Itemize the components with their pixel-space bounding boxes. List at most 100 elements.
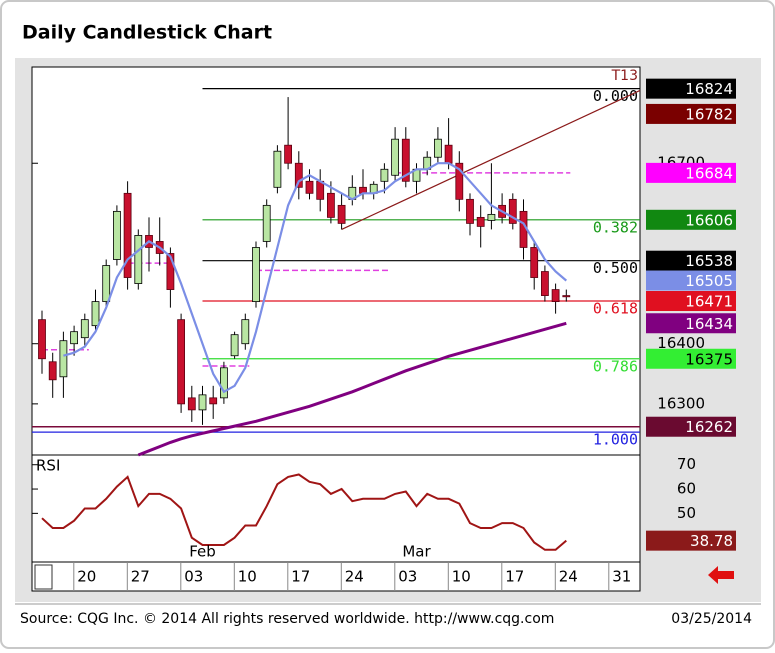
- candle-body: [230, 334, 239, 357]
- price-marker-label: 16782: [685, 105, 733, 123]
- candle-body: [134, 235, 143, 284]
- candle-body: [177, 319, 186, 405]
- price-marker: [646, 291, 736, 312]
- candle-body: [541, 271, 549, 296]
- price-marker-label: 16606: [685, 211, 733, 229]
- x-tick-label: 17: [291, 568, 310, 586]
- x-tick-label: 03: [184, 568, 203, 586]
- price-marker: [646, 78, 736, 99]
- fib-label: 0.382: [593, 218, 638, 236]
- date: 03/25/2014: [671, 611, 752, 627]
- candle-body: [38, 319, 46, 360]
- candle-body: [551, 289, 560, 303]
- candle-body: [166, 253, 175, 290]
- x-axis: [31, 561, 641, 592]
- price-marker: [646, 313, 736, 334]
- candle-body: [337, 204, 346, 224]
- x-tick-label: 10: [238, 568, 257, 586]
- candle-body: [102, 265, 111, 303]
- candle-body: [198, 394, 207, 411]
- fib-label: 0.000: [593, 87, 638, 105]
- rsi-tick-label: 50: [677, 504, 696, 522]
- x-tick-label: 17: [505, 568, 524, 586]
- rsi-label: RSI: [36, 457, 60, 475]
- candle-body: [444, 144, 453, 164]
- candle-body: [284, 144, 293, 164]
- candle-body: [305, 180, 314, 194]
- price-marker: [646, 250, 736, 271]
- y-tick-label: 16300: [657, 394, 705, 412]
- candle-body: [123, 192, 132, 278]
- candle-body: [70, 331, 78, 345]
- rsi-tick-label: 60: [677, 480, 696, 498]
- x-tick-label: 24: [559, 568, 578, 586]
- chart-title: Daily Candlestick Chart: [22, 22, 272, 44]
- candle-body: [401, 138, 410, 182]
- candle-body: [91, 301, 100, 327]
- price-marker: [646, 348, 736, 369]
- x-tick-label: 10: [452, 568, 471, 586]
- price-marker-label: 16684: [685, 164, 733, 182]
- candle-body: [562, 295, 571, 298]
- trendline-label: T13: [611, 68, 638, 84]
- month-label: Mar: [402, 543, 431, 561]
- candle-body: [209, 397, 218, 405]
- candle-body: [476, 216, 485, 227]
- candle-body: [273, 150, 282, 188]
- x-tick-label: 31: [612, 568, 631, 586]
- chart-layer: 1630016400167000.0000.3820.5000.6180.786…: [32, 68, 736, 591]
- x-tick-label: 27: [131, 568, 150, 586]
- trendline: [341, 89, 641, 230]
- ma-fast: [63, 162, 568, 394]
- candle-body: [294, 162, 303, 188]
- candle-body: [187, 397, 196, 411]
- candle-body: [262, 204, 271, 242]
- x-tick-label: 03: [398, 568, 417, 586]
- source: Source: CQG Inc. © 2014 All rights reser…: [20, 611, 554, 627]
- candle-body: [316, 180, 325, 200]
- price-marker: [646, 270, 736, 291]
- price-marker-label: 16538: [685, 252, 733, 270]
- rsi-tick-label: 70: [677, 455, 696, 473]
- x-tick-label: 24: [345, 568, 364, 586]
- rsi-line: [41, 473, 567, 551]
- price-marker-label: 16471: [685, 293, 733, 311]
- candle-body: [326, 192, 335, 218]
- price-marker: [646, 416, 736, 437]
- candle-body: [508, 198, 517, 224]
- candle-body: [48, 361, 57, 381]
- candle-body: [380, 168, 389, 182]
- ma-slow: [137, 321, 567, 457]
- price-marker-label: 16824: [685, 80, 733, 98]
- price-marker: [646, 103, 736, 124]
- month-label: Feb: [189, 543, 216, 561]
- price-marker-label: 16375: [685, 350, 733, 368]
- candle-body: [80, 319, 89, 339]
- candle-body: [59, 340, 68, 378]
- fib-label: 1.000: [593, 431, 638, 449]
- candle-body: [391, 138, 400, 176]
- candle-body: [252, 247, 260, 303]
- price-marker-label: 16262: [685, 418, 733, 436]
- rsi-plot: [31, 454, 641, 563]
- corner-box: [34, 564, 53, 590]
- candle-body: [433, 138, 442, 158]
- candle-body: [113, 210, 121, 260]
- candle-body: [219, 367, 228, 399]
- price-marker: [646, 209, 736, 230]
- candle-body: [466, 198, 474, 224]
- scroll-arrow[interactable]: [708, 566, 734, 584]
- candle-body: [487, 213, 496, 221]
- fib-label: 0.786: [593, 357, 638, 375]
- y-tick-label: 16400: [657, 334, 705, 352]
- fib-label: 0.500: [593, 259, 638, 277]
- rsi-marker-label: 38.78: [690, 532, 733, 550]
- x-tick-label: 20: [77, 568, 96, 586]
- fib-label: 0.618: [593, 300, 638, 318]
- candle-body: [455, 162, 464, 200]
- price-marker-label: 16434: [685, 315, 733, 333]
- price-marker-label: 16505: [685, 272, 733, 290]
- candle-body: [241, 319, 250, 345]
